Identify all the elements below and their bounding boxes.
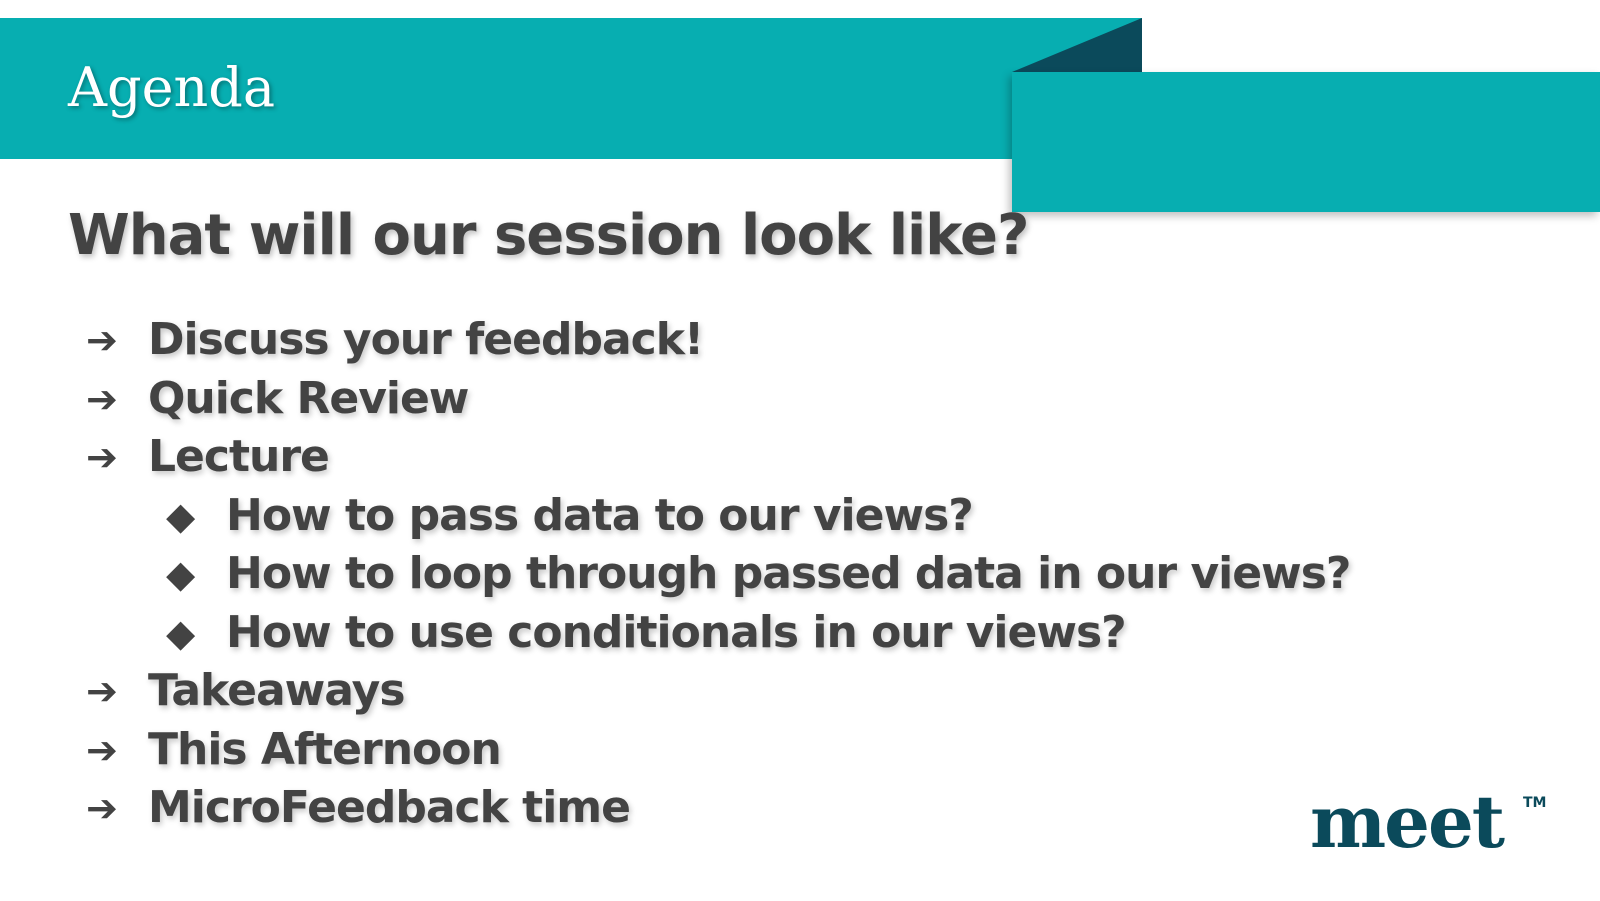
agenda-item-text: Lecture [148,431,330,482]
agenda-subitem-text: How to use conditionals in our views? [226,606,1127,658]
agenda-item-text: Quick Review [148,372,469,424]
arrow-bullet-icon: ➔ [86,435,118,479]
diamond-bullet-icon: ◆ [166,552,196,596]
agenda-item-discuss-feedback: ➔ Discuss your feedback! [86,314,704,373]
diamond-bullet-icon: ◆ [166,610,196,655]
arrow-bullet-icon: ➔ [86,318,118,362]
agenda-item-lecture: ➔ Lecture [86,431,330,490]
agenda-item-microfeedback: ➔ MicroFeedback time [86,782,631,841]
agenda-item-text: This Afternoon [148,723,502,775]
header-banner-ribbon [1012,72,1600,212]
agenda-subitem-text: How to loop through passed data in our v… [226,548,1351,599]
agenda-item-text: MicroFeedback time [148,782,631,833]
slide-heading: What will our session look like? [68,203,1029,268]
agenda-subitem-text: How to pass data to our views? [226,489,974,541]
agenda-item-this-afternoon: ➔ This Afternoon [86,724,502,783]
arrow-bullet-icon: ➔ [86,786,118,830]
arrow-bullet-icon: ➔ [86,727,118,772]
header-banner [0,18,1142,159]
agenda-item-takeaways: ➔ Takeaways [86,665,406,724]
agenda-list: ➔ Discuss your feedback! ➔ Quick Review … [86,314,1351,841]
arrow-bullet-icon: ➔ [86,669,118,713]
arrow-bullet-icon: ➔ [86,376,118,421]
meet-logo: meet [1310,786,1505,858]
agenda-item-text: Takeaways [148,665,406,716]
section-title: Agenda [68,56,276,119]
trademark-mark: TM [1523,795,1547,811]
logo-text: meet [1310,779,1505,864]
diamond-bullet-icon: ◆ [166,493,196,538]
agenda-item-text: Discuss your feedback! [148,314,704,365]
agenda-item-quick-review: ➔ Quick Review [86,373,469,432]
